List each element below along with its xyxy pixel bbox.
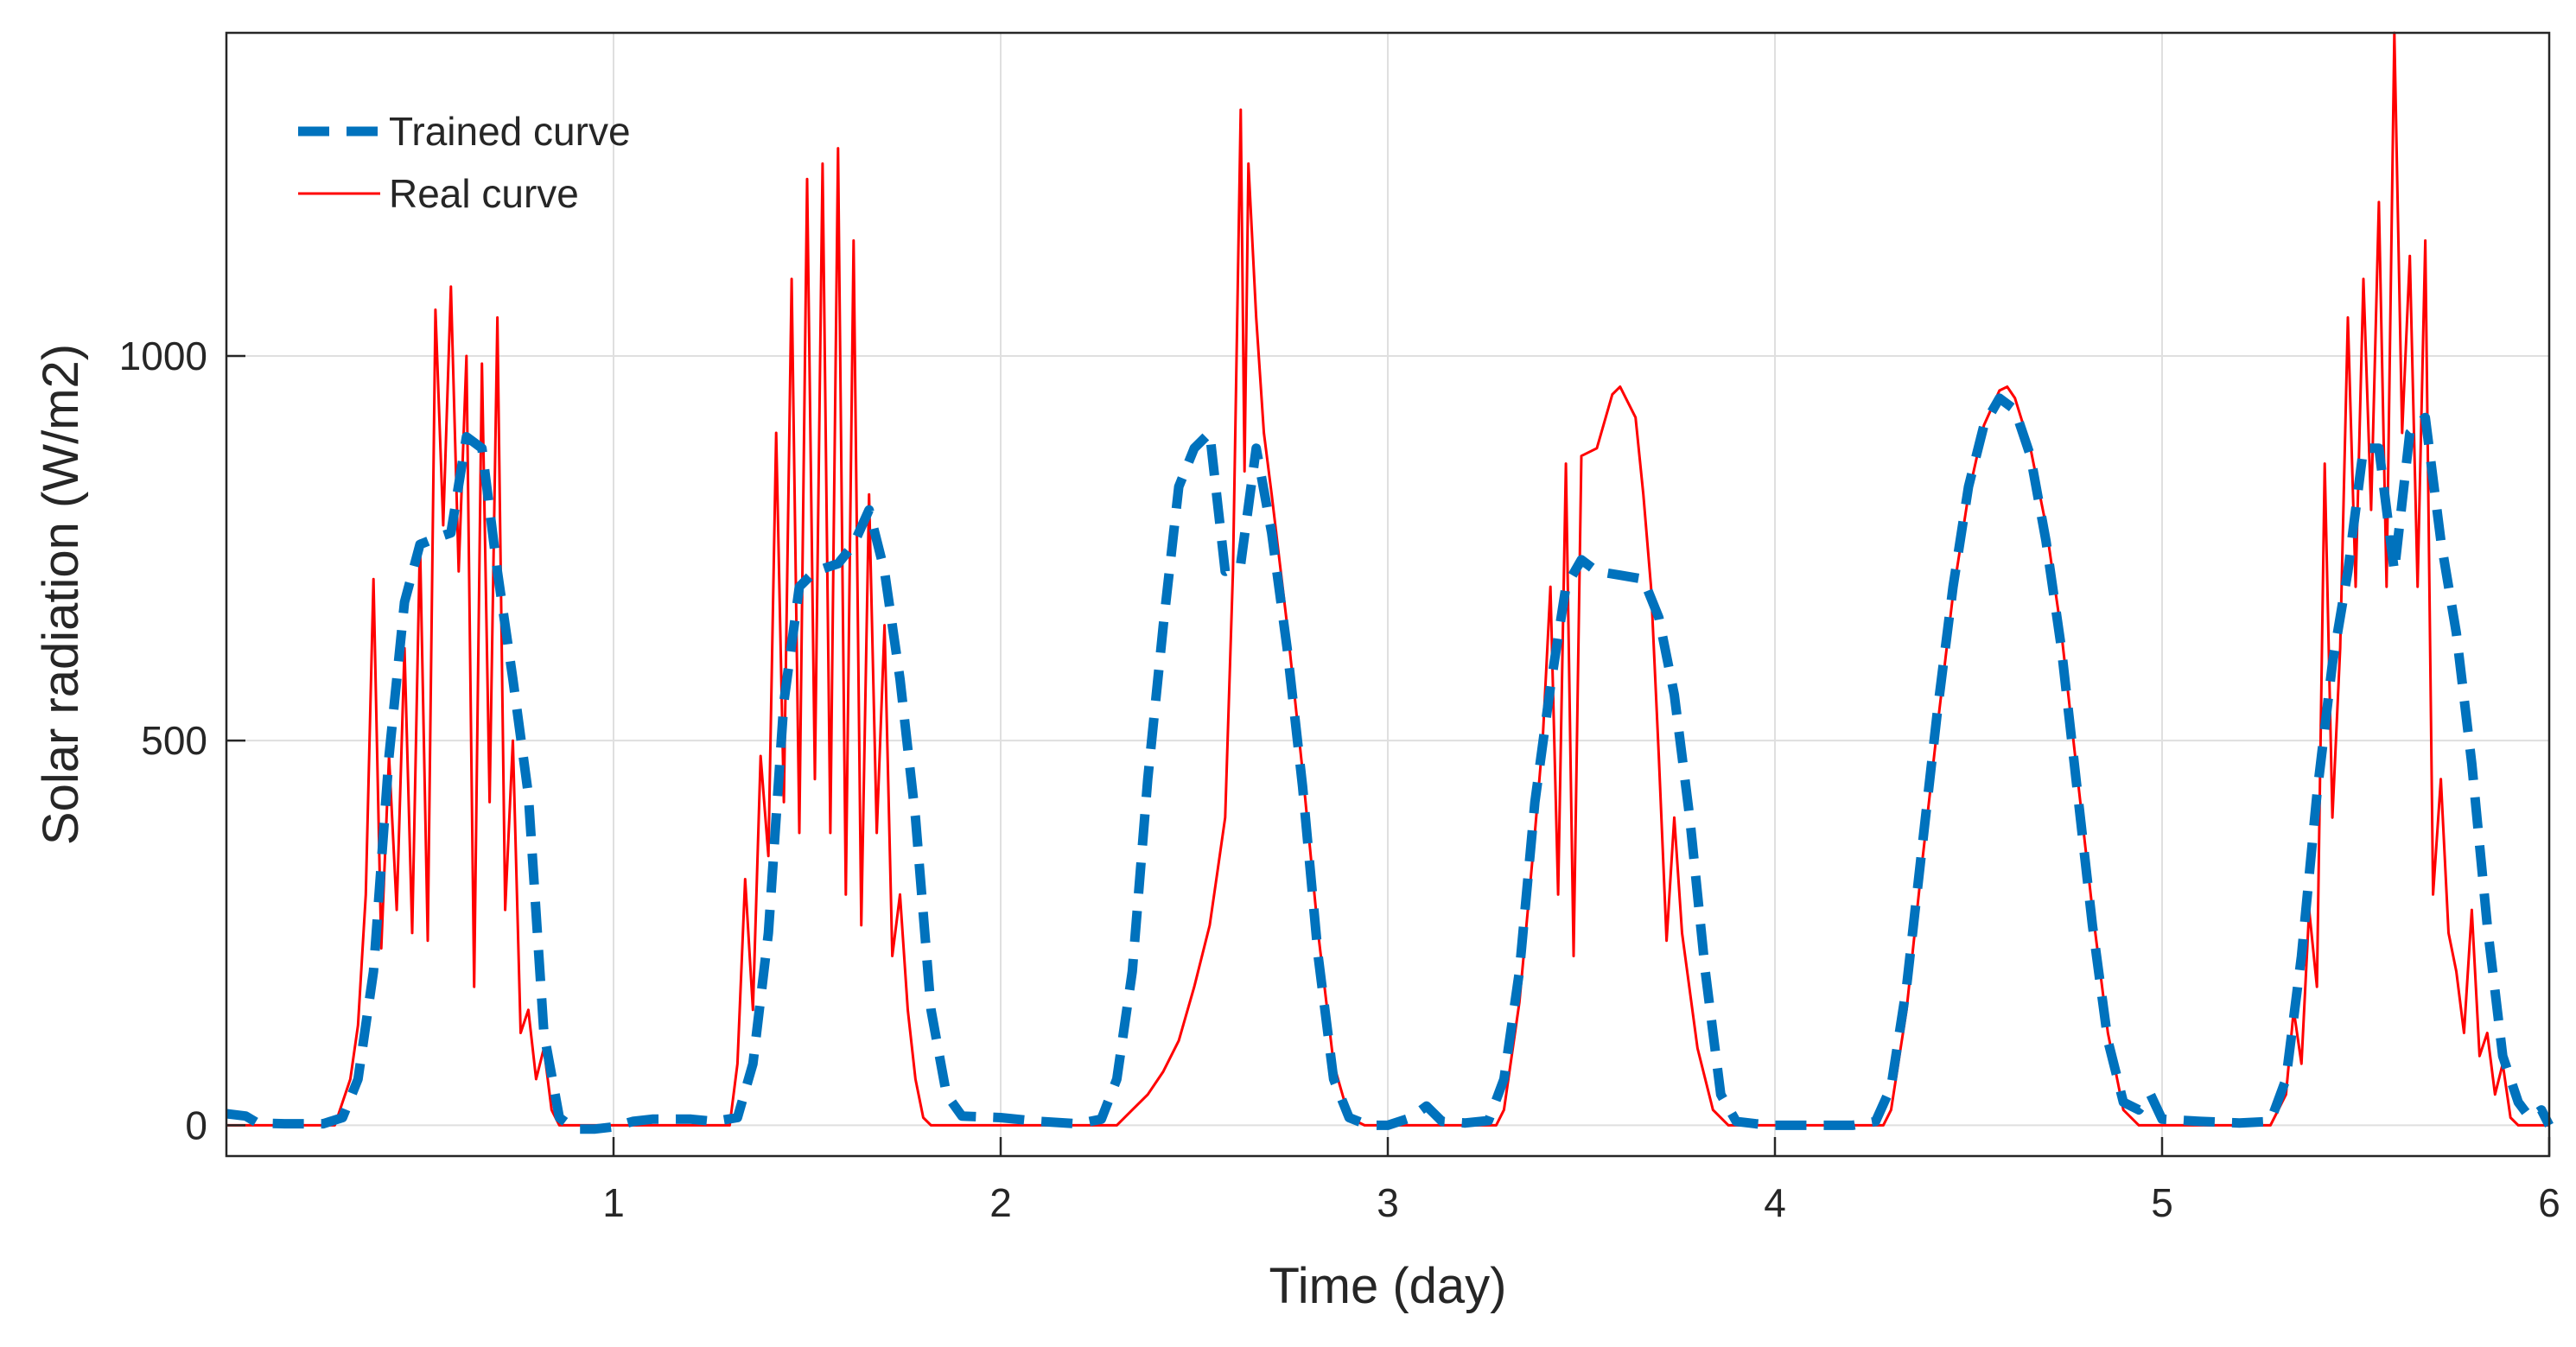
x-tick-label-4: 4 — [1764, 1180, 1786, 1225]
legend-label-real: Real curve — [389, 171, 579, 216]
y-tick-label-1000: 1000 — [119, 334, 207, 378]
x-tick-label-6: 6 — [2538, 1180, 2560, 1225]
series-layer — [226, 31, 2554, 1134]
y-axis-title: Solar radiation (W/m2) — [33, 344, 89, 845]
y-tick-label-500: 500 — [141, 718, 207, 763]
x-axis-title: Time (day) — [1269, 1258, 1507, 1314]
x-tick-label-1: 1 — [602, 1180, 625, 1225]
series-line-trained-curve — [226, 393, 2554, 1134]
x-tick-label-3: 3 — [1377, 1180, 1399, 1225]
y-tick-label-0: 0 — [185, 1102, 207, 1147]
series-line-real-curve — [226, 31, 2549, 1127]
x-tick-label-5: 5 — [2151, 1180, 2173, 1225]
ticks: 1 2 3 4 5 6 0 500 1000 — [119, 334, 2560, 1225]
legend-label-trained: Trained curve — [389, 109, 631, 154]
legend: Trained curve Real curve — [298, 109, 631, 216]
x-tick-label-2: 2 — [989, 1180, 1012, 1225]
